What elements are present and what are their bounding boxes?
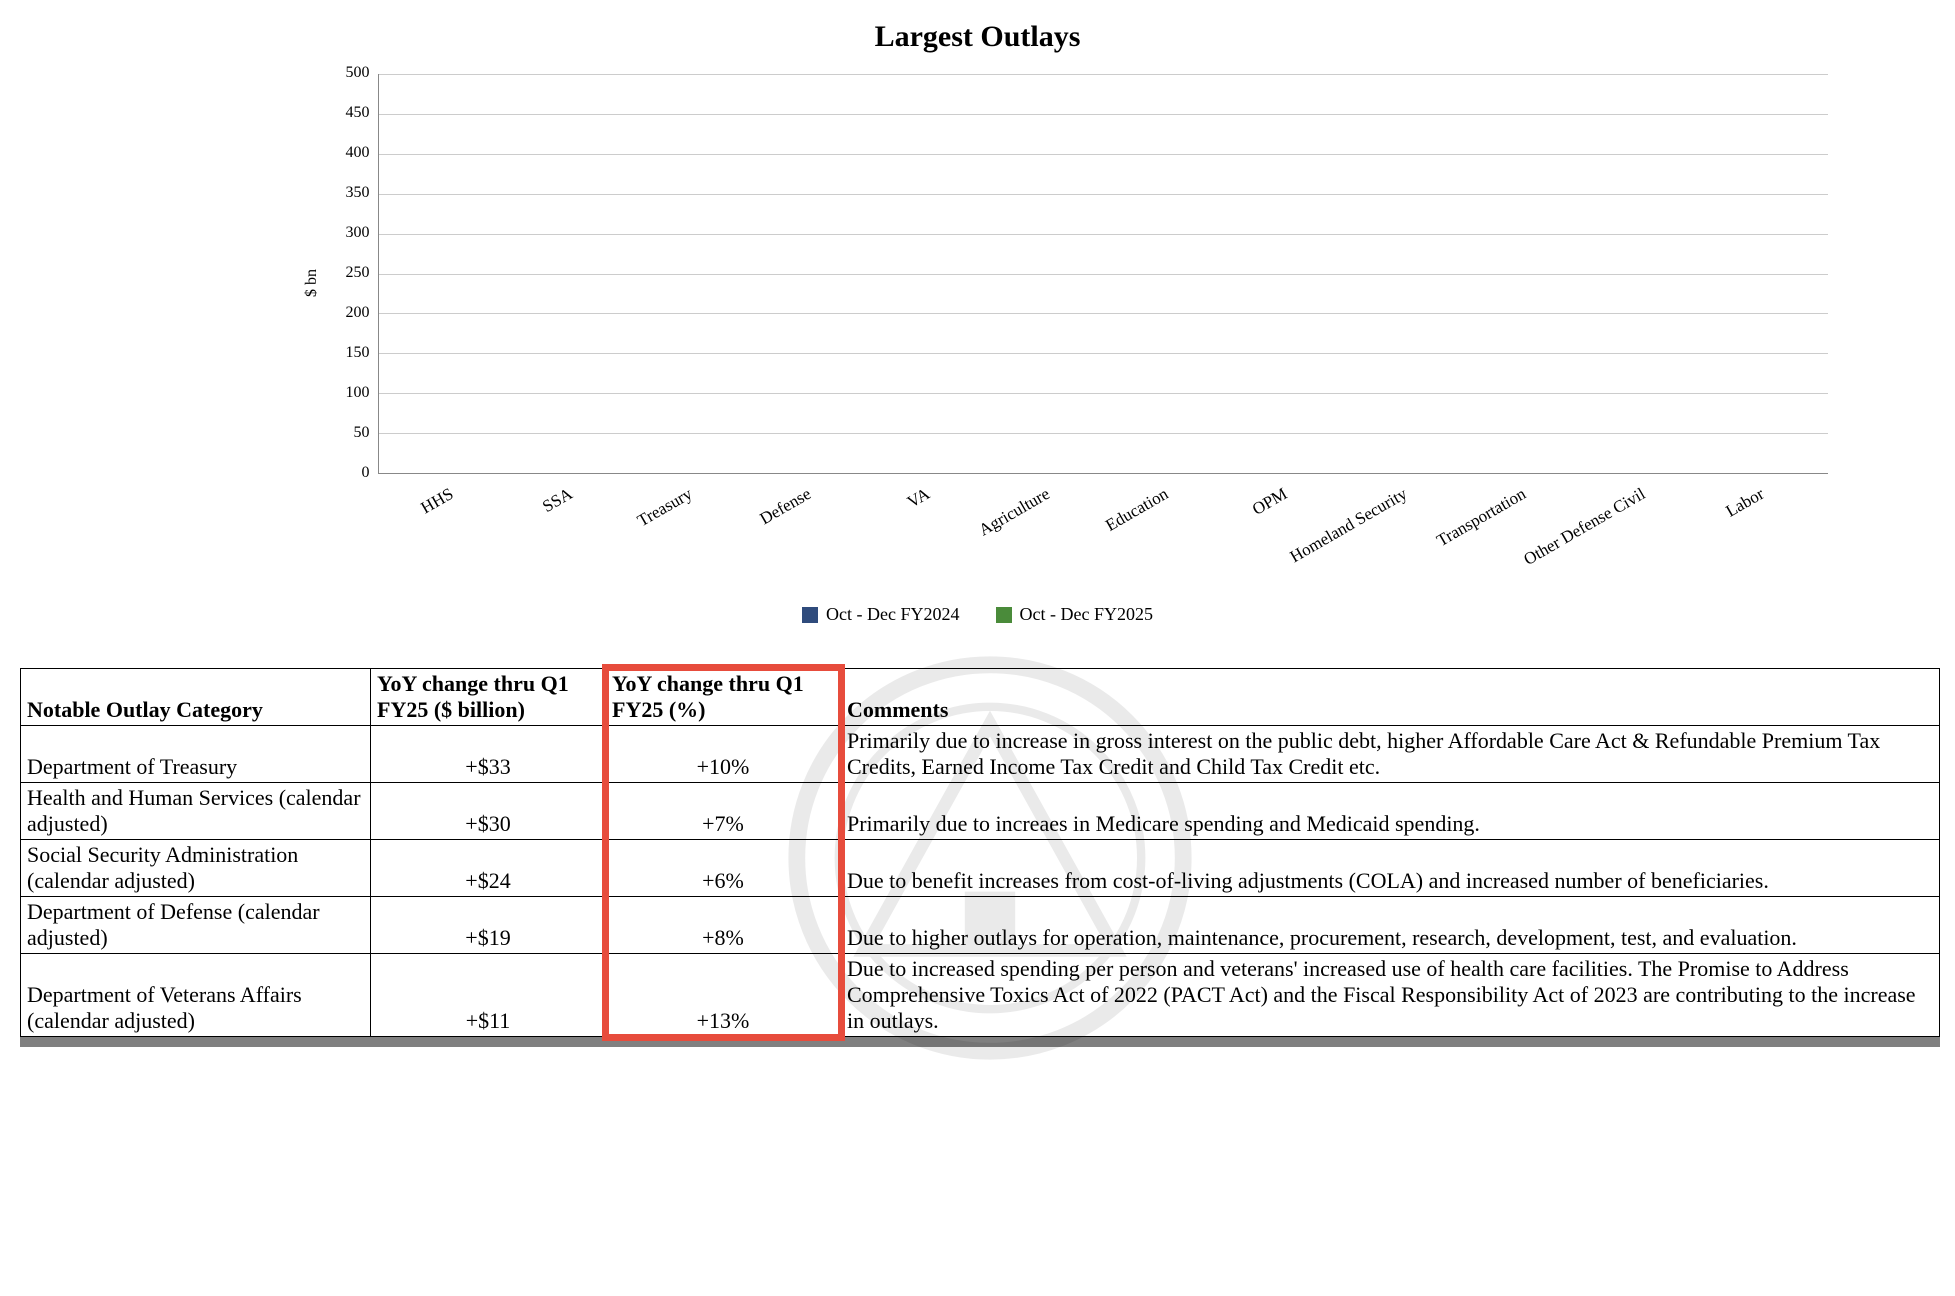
gridline <box>379 114 1828 115</box>
cell-comments: Primarily due to increase in gross inter… <box>841 725 1940 782</box>
gridline <box>379 274 1828 275</box>
y-tick-label: 50 <box>354 424 370 442</box>
table-row: Department of Treasury+$33+10%Primarily … <box>21 725 1940 782</box>
cell-dollar: +$19 <box>371 896 606 953</box>
y-tick-label: 0 <box>362 464 370 482</box>
cell-category: Department of Veterans Affairs (calendar… <box>21 953 371 1036</box>
y-tick-label: 350 <box>346 184 370 202</box>
cell-comments: Due to increased spending per person and… <box>841 953 1940 1036</box>
x-label-slot: Education <box>1103 474 1222 594</box>
chart-title: Largest Outlays <box>128 20 1828 54</box>
x-tick-label: Treasury <box>634 484 696 531</box>
cell-category: Department of Defense (calendar adjusted… <box>21 896 371 953</box>
x-tick-label: Labor <box>1723 484 1768 522</box>
cell-dollar: +$11 <box>371 953 606 1036</box>
table-row: Department of Defense (calendar adjusted… <box>21 896 1940 953</box>
gridline <box>379 393 1828 394</box>
cell-category: Social Security Administration (calendar… <box>21 839 371 896</box>
cell-percent: +6% <box>606 839 841 896</box>
x-label-slot: Other Defense Civil <box>1579 474 1698 594</box>
gridline <box>379 433 1828 434</box>
x-tick-label: Defense <box>756 484 814 529</box>
cell-percent: +8% <box>606 896 841 953</box>
x-label-slot: Labor <box>1698 474 1817 594</box>
x-tick-label: OPM <box>1249 484 1291 520</box>
y-tick-label: 400 <box>346 144 370 162</box>
y-tick-label: 100 <box>346 384 370 402</box>
cell-dollar: +$24 <box>371 839 606 896</box>
bar-chart: Largest Outlays $ bn 0 50 100 150 200 250 300 3… <box>128 20 1828 628</box>
cell-percent: +10% <box>606 725 841 782</box>
col-header-dollar: YoY change thru Q1 FY25 ($ billion) <box>371 668 606 725</box>
outlay-table-container: Notable Outlay Category YoY change thru … <box>20 668 1935 1047</box>
x-label-slot: Treasury <box>626 474 745 594</box>
y-tick-label: 450 <box>346 104 370 122</box>
legend-item: Oct - Dec FY2025 <box>996 604 1153 625</box>
gridline <box>379 234 1828 235</box>
legend-swatch <box>802 607 818 623</box>
x-tick-label: Agriculture <box>975 484 1053 541</box>
x-label-slot: Defense <box>745 474 864 594</box>
gridline <box>379 154 1828 155</box>
col-header-category: Notable Outlay Category <box>21 668 371 725</box>
cell-comments: Primarily due to increaes in Medicare sp… <box>841 782 1940 839</box>
table-row: Health and Human Services (calendar adju… <box>21 782 1940 839</box>
x-axis-labels: HHSSSATreasuryDefenseVAAgricultureEducat… <box>378 474 1828 594</box>
y-axis-label: $ bn <box>303 269 321 297</box>
cell-percent: +13% <box>606 953 841 1036</box>
gridline <box>379 74 1828 75</box>
table-bottom-bar <box>20 1037 1940 1047</box>
cell-category: Health and Human Services (calendar adju… <box>21 782 371 839</box>
legend-label: Oct - Dec FY2025 <box>1020 604 1153 625</box>
x-label-slot: HHS <box>388 474 507 594</box>
y-tick-label: 250 <box>346 264 370 282</box>
cell-dollar: +$30 <box>371 782 606 839</box>
col-header-comments: Comments <box>841 668 1940 725</box>
y-axis: $ bn 050100150200250300350400450500 <box>328 74 378 474</box>
chart-legend: Oct - Dec FY2024 Oct - Dec FY2025 <box>128 604 1828 628</box>
legend-item: Oct - Dec FY2024 <box>802 604 959 625</box>
cell-comments: Due to benefit increases from cost-of-li… <box>841 839 1940 896</box>
cell-dollar: +$33 <box>371 725 606 782</box>
legend-label: Oct - Dec FY2024 <box>826 604 959 625</box>
y-tick-label: 300 <box>346 224 370 242</box>
gridline <box>379 194 1828 195</box>
x-label-slot: Agriculture <box>983 474 1102 594</box>
col-header-percent: YoY change thru Q1 FY25 (%) <box>606 668 841 725</box>
x-tick-label: SSA <box>539 484 576 517</box>
y-tick-label: 200 <box>346 304 370 322</box>
cell-category: Department of Treasury <box>21 725 371 782</box>
x-label-slot: VA <box>864 474 983 594</box>
x-label-slot: SSA <box>507 474 626 594</box>
table-row: Social Security Administration (calendar… <box>21 839 1940 896</box>
x-tick-label: Education <box>1102 484 1172 536</box>
table-row: Department of Veterans Affairs (calendar… <box>21 953 1940 1036</box>
y-tick-label: 500 <box>346 64 370 82</box>
gridline <box>379 353 1828 354</box>
x-tick-label: HHS <box>418 484 457 518</box>
plot-area <box>378 74 1828 474</box>
table-header-row: Notable Outlay Category YoY change thru … <box>21 668 1940 725</box>
y-tick-label: 150 <box>346 344 370 362</box>
outlay-table: Notable Outlay Category YoY change thru … <box>20 668 1940 1037</box>
cell-comments: Due to higher outlays for operation, mai… <box>841 896 1940 953</box>
legend-swatch <box>996 607 1012 623</box>
gridline <box>379 313 1828 314</box>
x-tick-label: VA <box>904 484 933 513</box>
cell-percent: +7% <box>606 782 841 839</box>
